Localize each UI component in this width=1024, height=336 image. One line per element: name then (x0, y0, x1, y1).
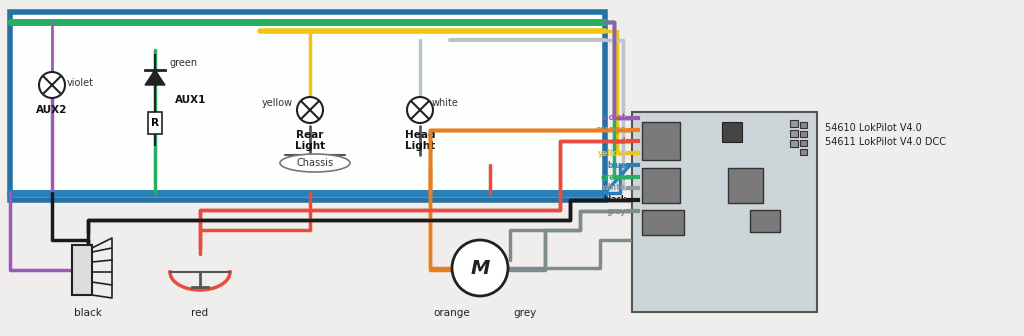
FancyBboxPatch shape (790, 120, 798, 127)
Text: M: M (470, 258, 489, 278)
FancyBboxPatch shape (722, 122, 742, 142)
Circle shape (407, 97, 433, 123)
FancyBboxPatch shape (790, 140, 798, 147)
FancyBboxPatch shape (728, 168, 763, 203)
FancyBboxPatch shape (642, 168, 680, 203)
Text: red: red (611, 136, 626, 145)
Circle shape (39, 72, 65, 98)
Ellipse shape (280, 154, 350, 172)
FancyBboxPatch shape (800, 149, 807, 155)
Polygon shape (145, 70, 165, 85)
Text: grey: grey (606, 207, 626, 215)
Text: black: black (74, 308, 102, 318)
Text: white: white (432, 98, 459, 108)
FancyBboxPatch shape (800, 122, 807, 128)
Text: Rear: Rear (296, 130, 324, 140)
FancyBboxPatch shape (10, 12, 605, 200)
Text: Head: Head (404, 130, 435, 140)
Text: red: red (191, 308, 209, 318)
FancyBboxPatch shape (148, 112, 162, 134)
FancyBboxPatch shape (750, 210, 780, 232)
Text: orange: orange (433, 308, 470, 318)
Text: violet: violet (67, 78, 94, 88)
Text: 54610 LokPilot V4.0: 54610 LokPilot V4.0 (825, 123, 922, 133)
Text: orange: orange (595, 126, 626, 134)
Text: yellow: yellow (598, 149, 626, 158)
Text: green: green (170, 58, 198, 68)
Text: R: R (151, 118, 159, 128)
FancyBboxPatch shape (642, 210, 684, 235)
FancyBboxPatch shape (790, 130, 798, 137)
Text: white: white (602, 183, 626, 193)
FancyBboxPatch shape (800, 131, 807, 137)
Text: yellow: yellow (262, 98, 293, 108)
Text: blue: blue (607, 161, 626, 169)
Circle shape (297, 97, 323, 123)
Text: Light: Light (404, 141, 435, 151)
FancyBboxPatch shape (642, 122, 680, 160)
FancyBboxPatch shape (800, 140, 807, 146)
FancyBboxPatch shape (72, 245, 92, 295)
Text: black: black (603, 196, 626, 205)
Text: green: green (601, 172, 626, 181)
Text: 54611 LokPilot V4.0 DCC: 54611 LokPilot V4.0 DCC (825, 137, 946, 147)
Text: Chassis: Chassis (296, 158, 334, 168)
Text: violet: violet (601, 114, 626, 123)
Text: grey: grey (513, 308, 537, 318)
Circle shape (452, 240, 508, 296)
Text: AUX1: AUX1 (175, 95, 207, 105)
Text: AUX2: AUX2 (36, 105, 68, 115)
Text: Light: Light (295, 141, 325, 151)
FancyBboxPatch shape (632, 112, 817, 312)
